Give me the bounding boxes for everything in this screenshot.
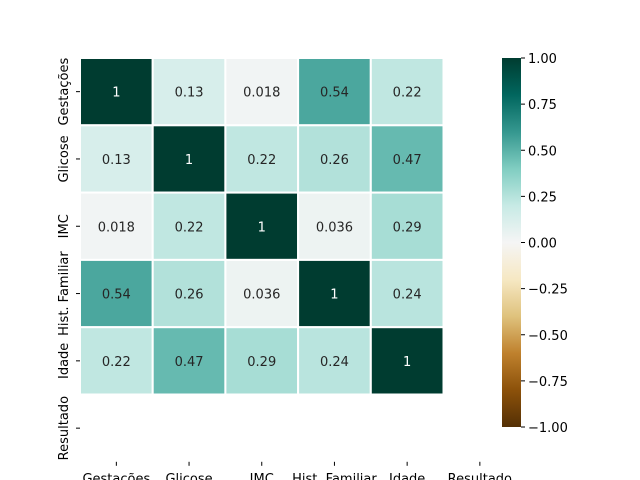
cell-value-label: 0.13: [175, 86, 204, 101]
y-tick-label: IMC: [57, 214, 72, 238]
heatmap-cell: [297, 191, 372, 261]
cell-value-label: 0.22: [247, 153, 276, 168]
y-tick-label: Hist. Familiar: [57, 251, 72, 336]
cell-value-label: 0.26: [320, 153, 349, 168]
cell-value-label: 0.036: [316, 220, 353, 235]
cell-value-label: 1: [185, 153, 193, 168]
heatmap-cell: [151, 57, 227, 127]
colorbar-tick-label: −0.75: [528, 375, 568, 390]
colorbar-tick-label: −0.25: [528, 283, 568, 298]
cell-value-label: 0.29: [247, 355, 276, 370]
heatmap-cell: [224, 326, 300, 396]
x-tick-label: IMC: [250, 472, 274, 480]
cell-value-label: 1: [112, 86, 120, 101]
heatmap-cells: [79, 57, 445, 396]
colorbar-tick-label: 0.75: [528, 98, 557, 113]
heatmap-cell: [151, 258, 227, 329]
cell-value-label: 0.018: [243, 86, 280, 101]
cell-value-label: 0.26: [175, 288, 204, 303]
cell-value-label: 0.22: [393, 86, 422, 101]
heatmap-cell: [369, 258, 445, 329]
colorbar: 1.00 0.75 0.50 0.25 0.00 −0.25 −0.50 −0.75 −1.00: [502, 52, 568, 436]
cell-value-label: 1: [403, 355, 411, 370]
cell-value-label: 0.47: [393, 153, 422, 168]
cell-value-label: 0.47: [175, 355, 204, 370]
cell-value-label: 0.036: [243, 288, 280, 303]
y-tick-label: Gestações: [57, 58, 72, 126]
y-tick-label: Resultado: [57, 396, 72, 460]
x-axis: Gestações Glicose IMC Hist. Familiar Idade Re…: [82, 461, 512, 480]
cell-value-label: 0.24: [393, 288, 422, 303]
heatmap-cell: [224, 124, 300, 194]
colorbar-tick-label: 0.00: [528, 237, 557, 252]
colorbar-gradient: [502, 58, 521, 427]
cell-value-label: 0.22: [175, 220, 204, 235]
heatmap-cell: [369, 124, 445, 194]
heatmap-cell: [369, 326, 445, 396]
cell-value-label: 0.22: [102, 355, 131, 370]
colorbar-tick-label: −0.50: [528, 329, 568, 344]
x-tick-label: Resultado: [448, 472, 512, 480]
x-tick-label: Idade: [389, 472, 425, 480]
x-tick-label: Glicose: [165, 472, 212, 480]
cell-value-label: 0.29: [393, 220, 422, 235]
y-axis: Gestações Glicose IMC Hist. Familiar Idade Re…: [57, 58, 80, 460]
cell-value-label: 0.13: [102, 153, 131, 168]
colorbar-tick-label: 0.25: [528, 190, 557, 205]
x-tick-label: Gestações: [82, 472, 150, 480]
x-tick-label: Hist. Familiar: [292, 472, 377, 480]
cell-value-label: 0.54: [102, 288, 131, 303]
y-tick-label: Glicose: [57, 135, 72, 182]
cell-value-label: 0.018: [98, 220, 135, 235]
cell-value-label: 0.54: [320, 86, 349, 101]
cell-value-label: 0.24: [320, 355, 349, 370]
cell-value-label: 1: [258, 220, 266, 235]
heatmap-cell: [151, 326, 227, 396]
cell-annotations: 1 0.13 0.018 0.54 0.22 0.13 1 0.22 0.26 0.47 0.018…: [98, 86, 422, 370]
colorbar-tick-label: 1.00: [528, 52, 557, 67]
y-tick-label: Idade: [57, 343, 72, 379]
heatmap-cell: [224, 258, 300, 329]
colorbar-tick-label: −1.00: [528, 421, 568, 436]
colorbar-tick-label: 0.50: [528, 144, 557, 159]
heatmap-cell: [297, 258, 372, 329]
heatmap-cell: [151, 191, 227, 261]
cell-value-label: 1: [330, 288, 338, 303]
